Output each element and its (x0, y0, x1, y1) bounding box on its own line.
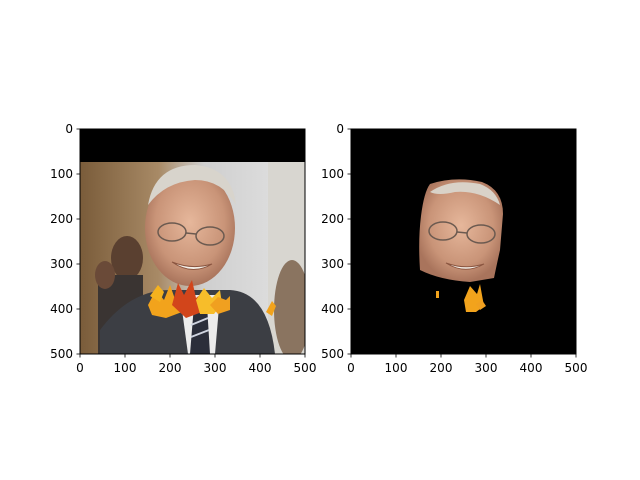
y-tick-label-right: 400 (321, 302, 344, 316)
masked-face (419, 179, 503, 282)
x-tick-label-left: 0 (76, 361, 84, 375)
background-person-far-left (95, 261, 115, 289)
y-tick-label-left: 0 (65, 122, 73, 136)
axes-left-xticks: 0 100 200 300 400 500 (76, 354, 316, 375)
leaf-red (172, 280, 206, 318)
leaf-orange (150, 285, 164, 302)
y-tick-label-left: 400 (50, 302, 73, 316)
smile-right (445, 262, 485, 270)
y-tick-label-left: 200 (50, 212, 73, 226)
x-tick-label-left: 200 (159, 361, 182, 375)
axes-right-xticks: 0 100 200 300 400 500 (347, 354, 587, 375)
y-tick-label-right: 0 (336, 122, 344, 136)
x-tick-label-right: 0 (347, 361, 355, 375)
y-tick-label-right: 100 (321, 167, 344, 181)
tie-stripe (190, 317, 209, 326)
axes-right-frame (350, 128, 577, 355)
hair-left (148, 165, 236, 205)
x-tick-label-left: 100 (114, 361, 137, 375)
x-tick-label-right: 400 (520, 361, 543, 375)
x-tick-label-right: 500 (565, 361, 588, 375)
axes-left: 0 100 200 300 400 500 0 100 200 300 400 500 (50, 122, 316, 375)
masked-speck (436, 291, 439, 298)
leaf-small-right (266, 301, 276, 316)
axes-right-yticks: 0 100 200 300 400 500 (321, 122, 351, 361)
x-tick-label-right: 100 (385, 361, 408, 375)
axes-left-frame (79, 128, 306, 355)
smile-left (171, 261, 213, 270)
glasses-left (157, 222, 225, 246)
y-tick-label-left: 300 (50, 257, 73, 271)
glasses-right (428, 221, 496, 244)
y-tick-label-left: 500 (50, 347, 73, 361)
x-tick-label-left: 300 (204, 361, 227, 375)
y-tick-label-right: 500 (321, 347, 344, 361)
autumn-leaves (148, 280, 276, 318)
tie (190, 305, 210, 354)
masked-leaf-small (476, 300, 486, 310)
leaf-orange (210, 296, 230, 314)
tie-stripe (190, 329, 210, 338)
axes-left-yticks: 0 100 200 300 400 500 (50, 122, 80, 361)
x-tick-label-right: 300 (475, 361, 498, 375)
background-person-left (111, 236, 143, 280)
y-tick-label-right: 200 (321, 212, 344, 226)
y-tick-label-left: 100 (50, 167, 73, 181)
x-tick-label-left: 500 (294, 361, 317, 375)
face-left (145, 170, 235, 286)
x-tick-label-left: 400 (249, 361, 272, 375)
masked-hair (430, 182, 500, 205)
x-tick-label-right: 200 (430, 361, 453, 375)
y-tick-label-right: 300 (321, 257, 344, 271)
axes-right: 0 100 200 300 400 500 0 100 200 300 400 500 (321, 122, 587, 375)
image-right (351, 129, 576, 354)
image-left (80, 129, 305, 354)
background-person-right (274, 260, 305, 354)
image-left-black-band (80, 129, 305, 162)
